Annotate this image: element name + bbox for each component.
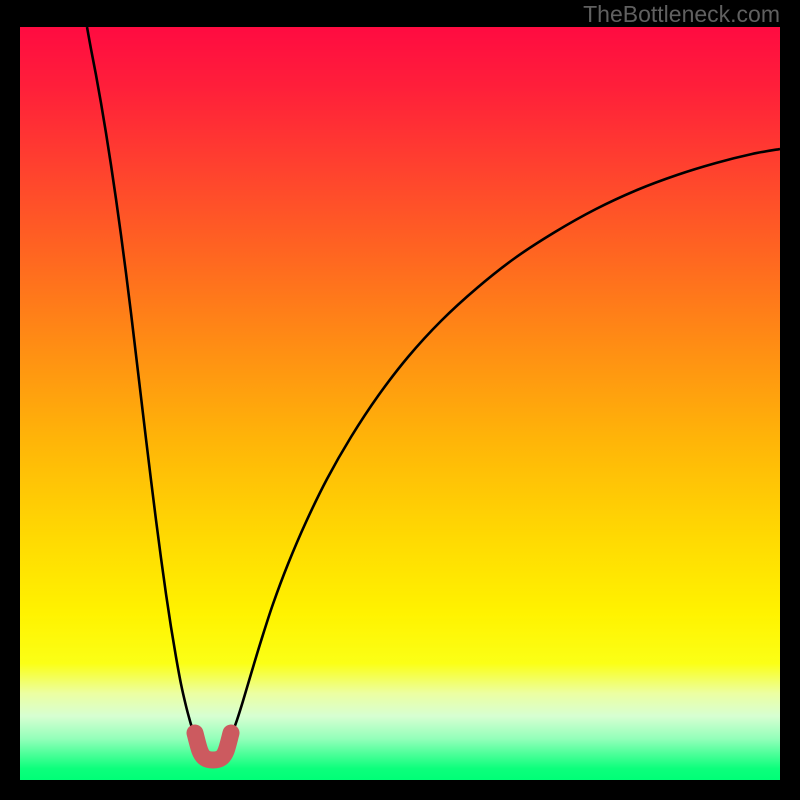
frame-left: [0, 0, 20, 800]
frame-bottom: [0, 780, 800, 800]
bottleneck-plot: [20, 27, 780, 780]
plot-svg: [20, 27, 780, 780]
frame-right: [780, 0, 800, 800]
plot-background: [20, 27, 780, 780]
attribution-text: TheBottleneck.com: [583, 1, 780, 28]
